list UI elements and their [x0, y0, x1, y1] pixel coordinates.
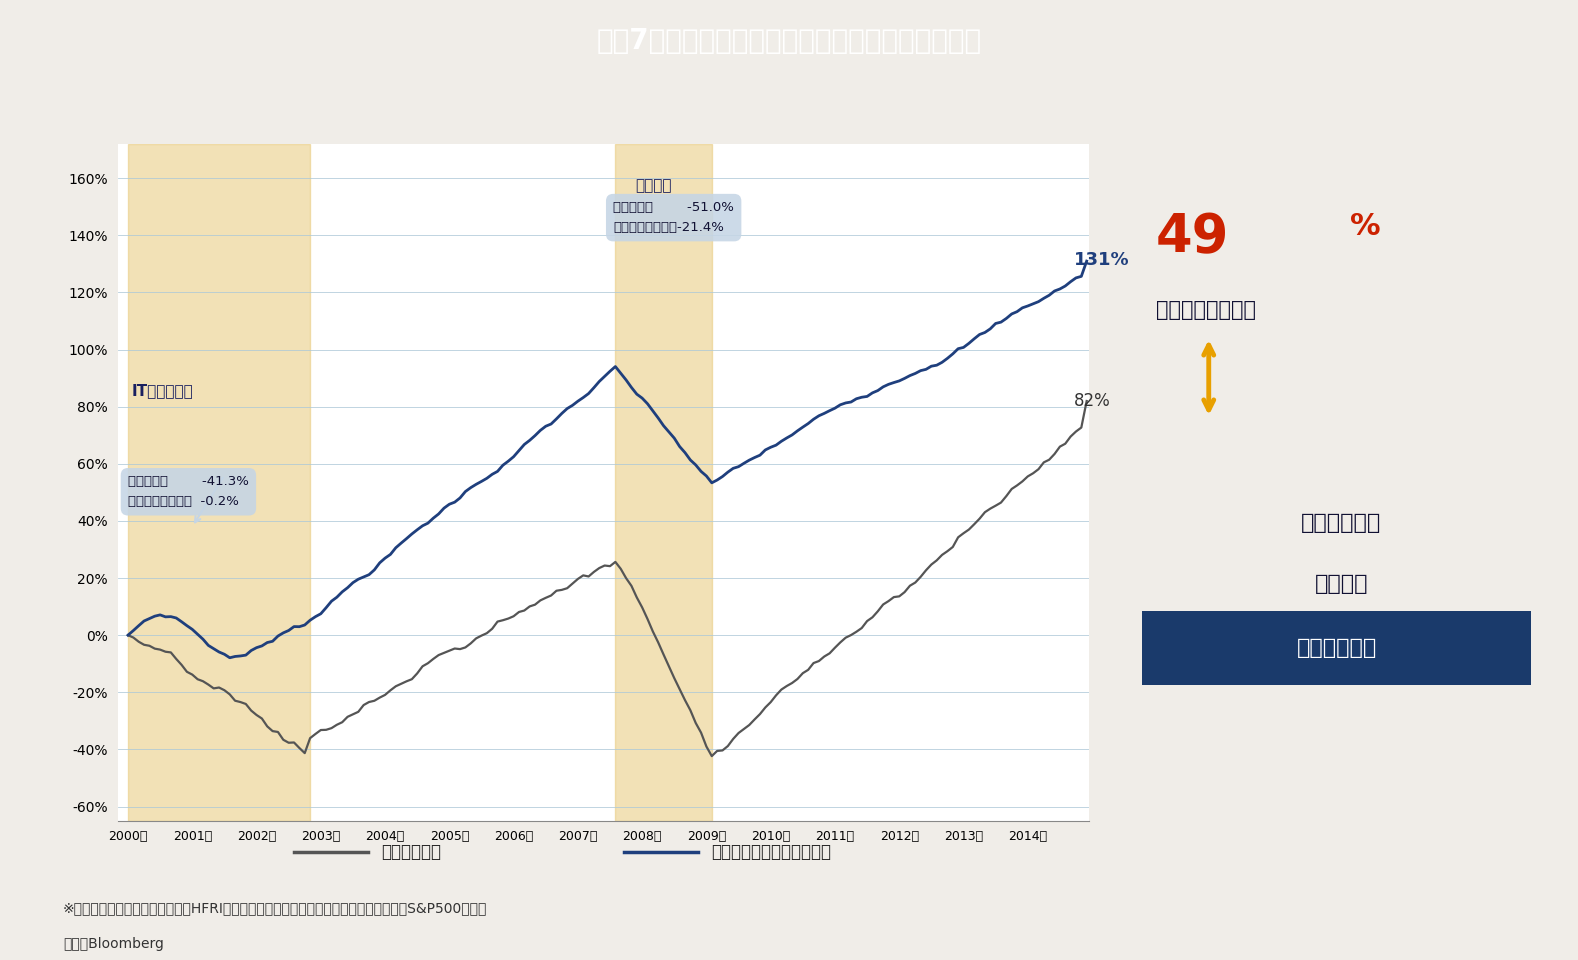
Text: 図表7：ヘッジファンドと株式市場の累積リターン: 図表7：ヘッジファンドと株式市場の累積リターン	[596, 27, 982, 55]
Text: 82%: 82%	[1075, 392, 1111, 410]
Bar	[615, 144, 712, 821]
Text: 49: 49	[1155, 212, 1229, 264]
Text: 出所：Bloomberg: 出所：Bloomberg	[63, 937, 164, 951]
Text: ※　ヘッジファンド（全戦略）：HFRIファンド比重コンポジット指数、米国株式市場：S&P500指数。: ※ ヘッジファンド（全戦略）：HFRIファンド比重コンポジット指数、米国株式市場…	[63, 901, 488, 915]
FancyBboxPatch shape	[1142, 611, 1531, 685]
Text: 損失幅を抑制: 損失幅を抑制	[1297, 638, 1378, 659]
Text: において: において	[1314, 574, 1368, 594]
Text: %: %	[1351, 212, 1381, 241]
Bar	[128, 144, 309, 821]
Text: 市場下落局面: 市場下落局面	[1302, 513, 1381, 533]
Text: 株式市場：        -51.0%
ヘッジファンド：-21.4%: 株式市場： -51.0% ヘッジファンド：-21.4%	[614, 201, 734, 234]
Text: 131%: 131%	[1075, 251, 1130, 269]
Text: 金融危機: 金融危機	[636, 178, 672, 193]
Text: ヘッジファンド（全戦略）: ヘッジファンド（全戦略）	[712, 843, 832, 861]
Text: ITバブル崩壊: ITバブル崩壊	[131, 383, 193, 398]
Text: アウトパフォーム: アウトパフォーム	[1155, 300, 1256, 320]
Text: 米国株式市場: 米国株式市場	[380, 843, 442, 861]
Text: 株式市場：        -41.3%
ヘッジファンド：  -0.2%: 株式市場： -41.3% ヘッジファンド： -0.2%	[128, 475, 249, 508]
